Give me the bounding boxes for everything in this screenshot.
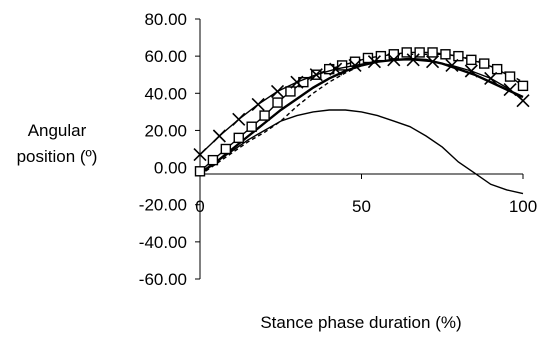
square-marker bbox=[207, 154, 219, 166]
square-marker bbox=[285, 86, 296, 97]
y-axis-title-line-2: position (º) bbox=[17, 147, 98, 166]
square-marker bbox=[233, 132, 244, 144]
cross-marker-stroke bbox=[367, 55, 381, 69]
cross-marker-stroke bbox=[329, 62, 343, 76]
cross-marker bbox=[309, 68, 323, 82]
cross-marker bbox=[445, 58, 459, 72]
x-tick-label: 50 bbox=[352, 197, 371, 216]
y-tick-label: 40.00 bbox=[144, 84, 187, 103]
cross-marker bbox=[232, 112, 246, 126]
cross-marker bbox=[484, 71, 498, 85]
cross-marker bbox=[367, 55, 381, 69]
cross-marker bbox=[464, 64, 478, 78]
square-marker bbox=[504, 71, 516, 82]
cross-marker bbox=[516, 94, 530, 108]
square-marker bbox=[401, 47, 412, 58]
square-marker bbox=[220, 143, 232, 155]
cross-marker bbox=[387, 53, 401, 67]
square-marker bbox=[517, 80, 529, 92]
cross-marker bbox=[212, 129, 226, 143]
cross-marker bbox=[290, 75, 304, 89]
cross-marker-stroke bbox=[516, 94, 530, 108]
cross-marker-stroke bbox=[387, 53, 401, 67]
cross-marker bbox=[251, 97, 265, 111]
x-tick-label: 0 bbox=[195, 197, 204, 216]
cross-marker bbox=[193, 148, 207, 162]
y-tick-label: -60.00 bbox=[139, 270, 187, 289]
square-marker bbox=[336, 60, 348, 71]
y-tick-label: -40.00 bbox=[139, 233, 187, 252]
series-line-dashed bbox=[199, 53, 524, 176]
y-tick-label: 60.00 bbox=[144, 47, 187, 66]
cross-marker-stroke bbox=[503, 83, 517, 97]
square-marker bbox=[440, 49, 451, 60]
cross-marker-stroke bbox=[406, 53, 420, 67]
y-tick-label: -20.00 bbox=[139, 196, 187, 215]
square-marker bbox=[414, 47, 425, 58]
square-marker bbox=[491, 63, 503, 75]
cross-marker-stroke bbox=[445, 58, 459, 72]
cross-marker-stroke bbox=[464, 64, 478, 78]
square-marker bbox=[453, 50, 464, 62]
x-axis-title: Stance phase duration (%) bbox=[260, 313, 461, 332]
cross-marker bbox=[503, 83, 517, 97]
series-line-solid-thin bbox=[199, 109, 524, 195]
square-marker bbox=[272, 97, 283, 108]
x-tick-label: 100 bbox=[509, 197, 537, 216]
square-marker bbox=[194, 166, 206, 177]
square-marker bbox=[246, 121, 257, 132]
cross-marker-stroke bbox=[212, 129, 226, 143]
cross-marker-stroke bbox=[193, 148, 207, 162]
cross-marker bbox=[348, 58, 362, 72]
y-tick-label: 20.00 bbox=[144, 121, 187, 140]
axes-layer bbox=[195, 18, 524, 280]
cross-marker-stroke bbox=[270, 84, 285, 98]
cross-marker bbox=[270, 84, 285, 98]
square-marker bbox=[479, 58, 490, 69]
cross-marker-stroke bbox=[309, 68, 323, 82]
cross-marker-stroke bbox=[484, 71, 498, 85]
cross-marker bbox=[425, 55, 440, 69]
cross-marker-stroke bbox=[251, 97, 265, 111]
cross-marker bbox=[329, 62, 343, 76]
series-layer bbox=[193, 47, 530, 195]
labels-layer: Angular position (º) Stance phase durati… bbox=[17, 10, 538, 332]
cross-marker-stroke bbox=[290, 75, 304, 89]
y-tick-label: 80.00 bbox=[144, 10, 187, 29]
cross-marker-stroke bbox=[425, 55, 440, 69]
cross-marker bbox=[406, 53, 420, 67]
y-tick-label: 0.00 bbox=[154, 159, 187, 178]
y-axis-title-line-1: Angular bbox=[28, 121, 87, 140]
square-marker bbox=[466, 54, 477, 66]
cross-marker-stroke bbox=[348, 58, 362, 72]
cross-marker-stroke bbox=[232, 112, 246, 126]
square-marker bbox=[298, 76, 309, 88]
square-marker bbox=[427, 47, 438, 58]
series-line-solid-bold bbox=[199, 57, 524, 175]
square-marker bbox=[259, 110, 270, 121]
